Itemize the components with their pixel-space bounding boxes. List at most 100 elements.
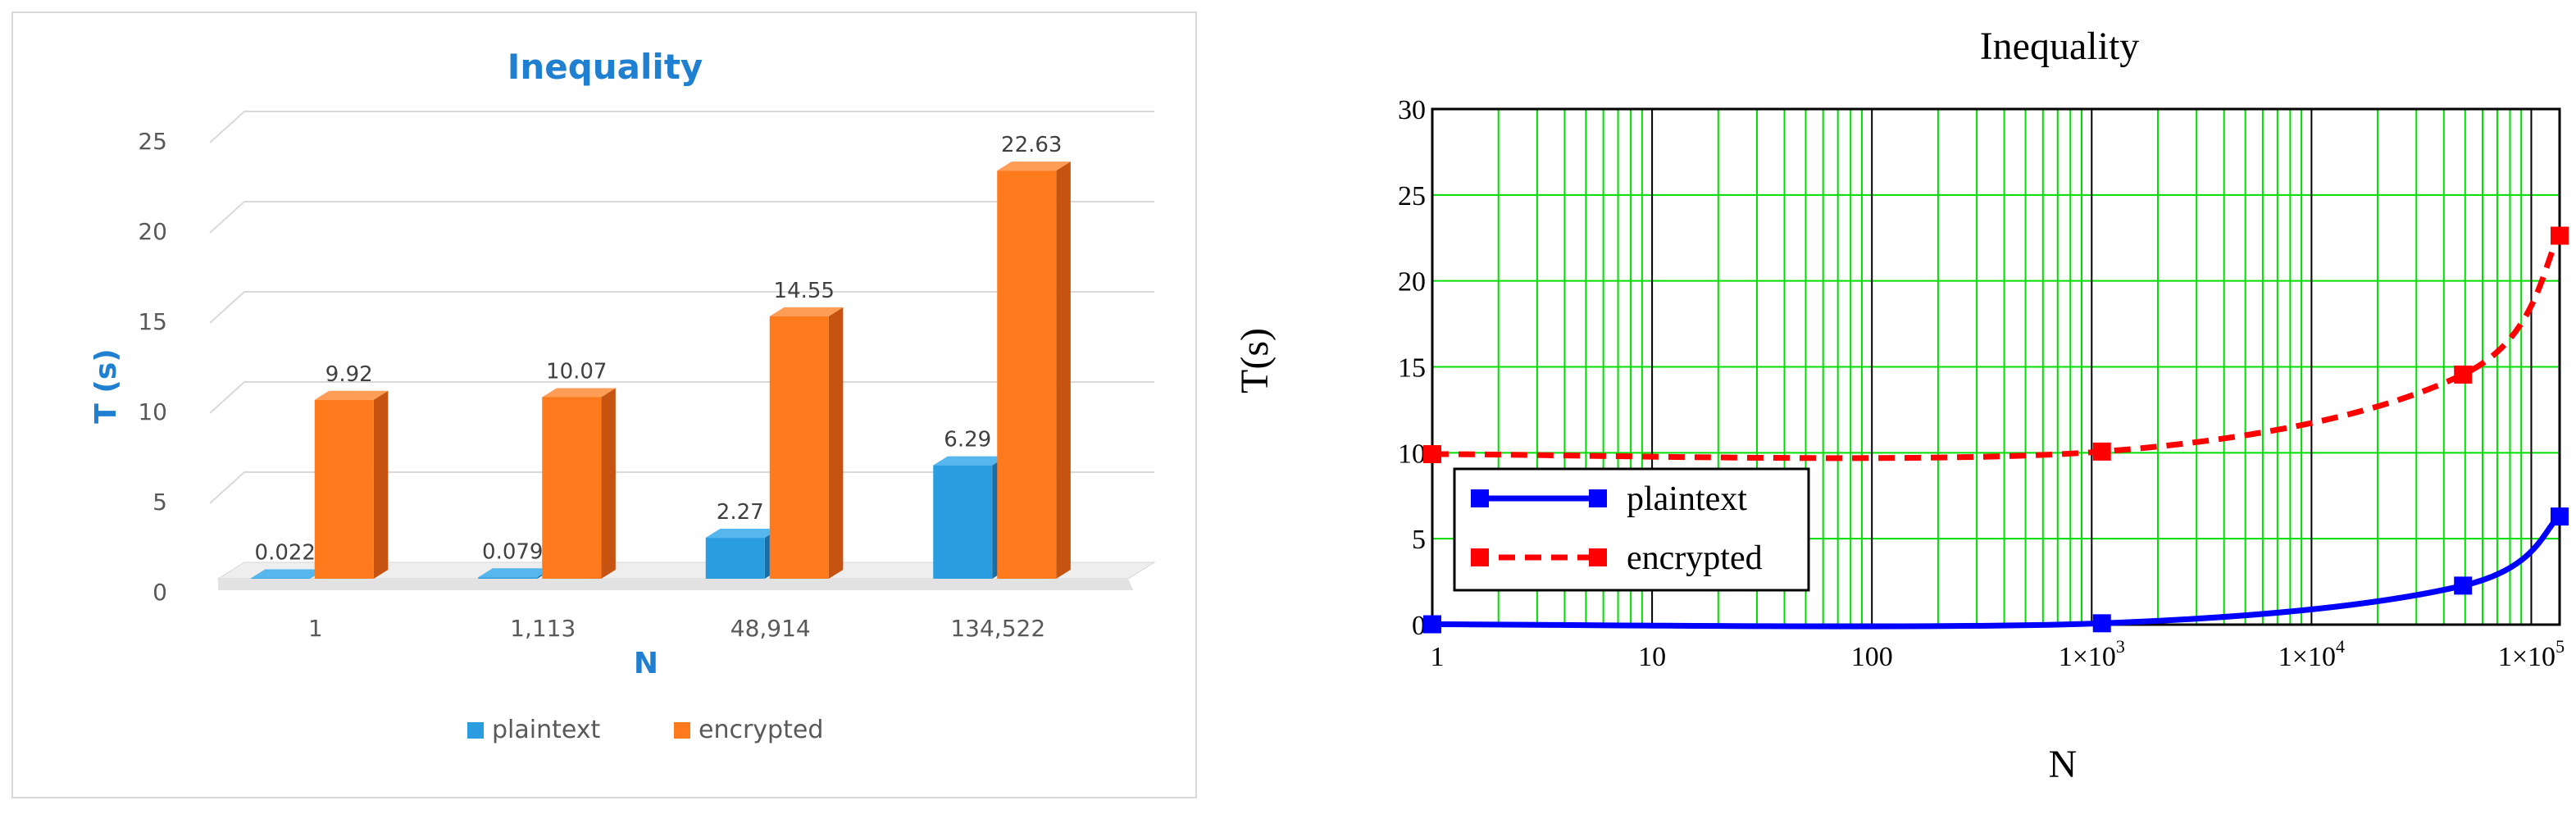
x-tick-base: 100 — [1851, 642, 1893, 672]
bar-front — [478, 577, 538, 579]
floor-front — [218, 579, 1134, 590]
x-tick-label: 1×104 — [2278, 636, 2345, 672]
x-axis-title: N — [2049, 743, 2078, 786]
bar-top — [478, 568, 552, 578]
data-label: 6.29 — [944, 428, 991, 452]
x-tick-label: 48,914 — [730, 615, 811, 642]
bar-top — [769, 307, 844, 316]
bar-front — [997, 171, 1057, 579]
x-tick-exponent: 4 — [2336, 636, 2345, 657]
data-label: 14.55 — [774, 279, 835, 303]
bar-plaintext — [705, 529, 780, 579]
data-label: 10.07 — [546, 359, 607, 384]
bar-top — [997, 161, 1071, 171]
y-axis-title: T (s) — [89, 348, 123, 423]
point-encrypted — [1423, 445, 1441, 464]
bar-top — [314, 390, 389, 400]
bar-top — [705, 529, 780, 539]
series-line-encrypted — [1431, 234, 2562, 462]
x-tick-label: 134,522 — [950, 615, 1045, 642]
y-tick-label: 30 — [1398, 95, 1426, 125]
y-tick-label: 20 — [1398, 267, 1426, 298]
legend-marker-plaintext — [1589, 489, 1607, 507]
bar-chart-panel: 0 5 10 15 20 25 0.022 9.92 1 0.079 10.07 1,113 2.27 1… — [11, 11, 1197, 798]
bar-front — [933, 465, 993, 579]
x-tick-label: 100 — [1851, 642, 1893, 672]
data-label: 9.92 — [325, 362, 373, 387]
bar-encrypted — [997, 161, 1071, 579]
point-plaintext — [2551, 507, 2569, 526]
y-tick-label: 25 — [1398, 181, 1426, 211]
bar-front — [769, 316, 829, 579]
bar-chart: 0 5 10 15 20 25 0.022 9.92 1 0.079 10.07 1,113 2.27 1… — [89, 47, 1156, 744]
gridline — [209, 291, 1154, 324]
data-label: 2.27 — [717, 500, 764, 525]
gridline — [209, 381, 1154, 414]
y-tick-label: 0 — [1412, 611, 1426, 641]
chart-title: Inequality — [1980, 25, 2140, 68]
legend-label-encrypted: encrypted — [699, 716, 823, 744]
legend-swatch-plaintext — [467, 722, 484, 739]
legend-swatch-encrypted — [674, 722, 690, 739]
bar-side — [601, 388, 616, 579]
bar-encrypted — [542, 388, 616, 579]
x-tick-exponent: 3 — [2116, 636, 2125, 657]
legend-marker-encrypted — [1471, 548, 1489, 566]
y-tick-label: 10 — [138, 398, 167, 425]
legend-box — [1453, 467, 1810, 592]
point-plaintext — [2454, 576, 2473, 595]
bar-top — [933, 456, 1007, 466]
legend: plaintext encrypted — [467, 716, 823, 744]
x-tick-label: 10 — [1638, 642, 1666, 672]
y-tick-label: 10 — [1398, 439, 1426, 469]
y-tick-label: 20 — [138, 218, 167, 245]
legend-label-encrypted: encrypted — [1627, 539, 1763, 577]
point-encrypted — [2454, 365, 2473, 384]
bar-plaintext — [933, 456, 1007, 579]
x-tick-label: 1 — [1431, 642, 1445, 672]
y-tick-label: 5 — [152, 489, 167, 516]
chart-title: Inequality — [507, 47, 703, 87]
point-plaintext — [2092, 614, 2111, 633]
x-axis-title: N — [634, 647, 658, 680]
y-tick-label: 5 — [1412, 525, 1426, 555]
point-encrypted — [2092, 442, 2111, 461]
x-tick-base: 1×10 — [2278, 642, 2336, 672]
bar-top — [542, 388, 616, 398]
x-tick-exponent: 5 — [2556, 636, 2565, 657]
x-tick-label: 1×105 — [2498, 636, 2565, 672]
bar-front — [705, 538, 765, 579]
bar-encrypted — [769, 307, 844, 579]
bar-side — [828, 307, 844, 579]
legend-marker-encrypted — [1589, 548, 1607, 566]
x-tick-label: 1,113 — [510, 615, 576, 642]
series-line-plaintext — [1431, 514, 2562, 630]
y-tick-label: 0 — [152, 579, 167, 606]
y-tick-label: 25 — [138, 128, 167, 155]
y-tick-label: 15 — [138, 308, 167, 335]
line-chart-panel: 0 5 10 15 20 25 30 1 10 100 1×103 1×104 1×105 plainte… — [1222, 0, 2576, 814]
gridline — [209, 201, 1154, 234]
bar-encrypted — [314, 390, 389, 579]
x-tick-label: 1×103 — [2059, 636, 2125, 672]
bar-front — [314, 399, 374, 579]
point-plaintext — [1423, 615, 1441, 634]
x-tick-base: 10 — [1638, 642, 1666, 672]
data-label: 0.079 — [482, 539, 543, 564]
legend-marker-plaintext — [1471, 489, 1489, 507]
bar-top — [250, 569, 325, 579]
x-tick-base: 1 — [1431, 642, 1445, 672]
legend-label-plaintext: plaintext — [492, 716, 601, 744]
x-tick-base: 1×10 — [2498, 642, 2556, 672]
legend-label-plaintext: plaintext — [1627, 480, 1747, 518]
gridline — [209, 471, 1154, 504]
point-encrypted — [2551, 226, 2569, 245]
y-axis-title: T(s) — [1233, 328, 1277, 393]
x-tick-base: 1×10 — [2059, 642, 2116, 672]
bar-front — [542, 397, 602, 579]
x-tick-label: 1 — [308, 615, 323, 642]
gridline — [209, 111, 1154, 143]
legend: plaintext encrypted — [1453, 467, 1810, 592]
data-label: 22.63 — [1001, 133, 1062, 157]
